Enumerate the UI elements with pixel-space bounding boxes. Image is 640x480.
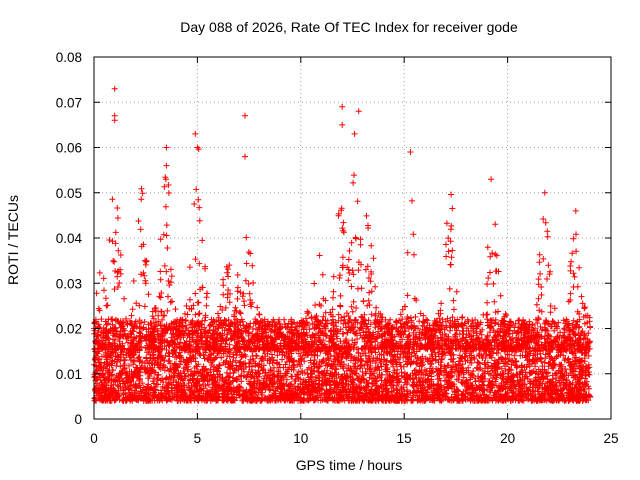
y-axis-label: ROTI / TECUs [5, 195, 21, 285]
y-tick-label: 0.08 [56, 50, 82, 65]
y-tick-label: 0 [74, 412, 82, 427]
data-points [91, 85, 594, 404]
axis-ticks [93, 56, 612, 420]
y-tick-label: 0.01 [56, 367, 82, 382]
y-tick-label: 0.03 [56, 276, 82, 291]
y-tick-label: 0.07 [56, 95, 82, 110]
roti-markers [91, 85, 594, 404]
x-tick-label: 0 [90, 431, 98, 446]
x-tick-label: 15 [397, 431, 412, 446]
x-tick-label: 25 [603, 431, 618, 446]
y-tick-label: 0.05 [56, 186, 82, 201]
y-tick-label: 0.02 [56, 322, 82, 337]
y-tick-label: 0.04 [56, 231, 83, 246]
x-tick-label: 5 [194, 431, 202, 446]
x-axis-label: GPS time / hours [296, 457, 403, 473]
x-tick-labels: 0 5 10 15 20 25 [90, 431, 618, 446]
x-tick-label: 20 [500, 431, 515, 446]
x-tick-label: 10 [293, 431, 308, 446]
grid-lines [94, 57, 611, 419]
chart-title: Day 088 of 2026, Rate Of TEC Index for r… [180, 19, 518, 35]
y-tick-label: 0.06 [56, 141, 82, 156]
y-tick-labels: 0 0.01 0.02 0.03 0.04 0.05 0.06 0.07 0.08 [56, 50, 83, 427]
